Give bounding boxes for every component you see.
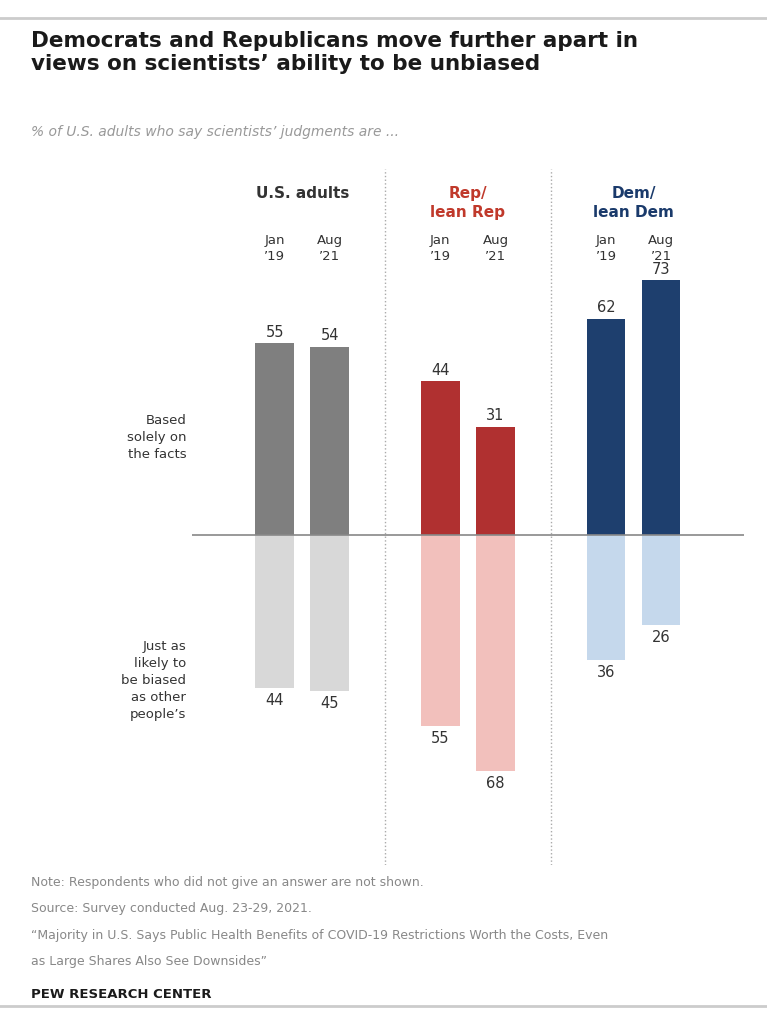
Bar xyxy=(311,535,349,691)
Text: Based
solely on
the facts: Based solely on the facts xyxy=(127,414,186,461)
Text: 55: 55 xyxy=(265,325,284,340)
Text: 55: 55 xyxy=(431,731,449,746)
Bar xyxy=(421,535,459,726)
Text: Rep/
lean Rep: Rep/ lean Rep xyxy=(430,186,505,220)
Bar xyxy=(642,535,680,625)
Text: 44: 44 xyxy=(265,693,284,708)
Text: Just as
likely to
be biased
as other
people’s: Just as likely to be biased as other peo… xyxy=(121,640,186,721)
Text: 36: 36 xyxy=(597,666,615,680)
Text: Source: Survey conducted Aug. 23-29, 2021.: Source: Survey conducted Aug. 23-29, 202… xyxy=(31,902,311,915)
Bar xyxy=(255,343,294,535)
Text: Aug
’21: Aug ’21 xyxy=(648,233,674,263)
Bar xyxy=(311,346,349,535)
Text: PEW RESEARCH CENTER: PEW RESEARCH CENTER xyxy=(31,988,211,1001)
Bar xyxy=(476,427,515,535)
Text: 31: 31 xyxy=(486,409,505,423)
Text: Jan
’19: Jan ’19 xyxy=(264,233,285,263)
Text: 26: 26 xyxy=(652,630,670,645)
Text: Jan
’19: Jan ’19 xyxy=(430,233,451,263)
Bar xyxy=(421,381,459,535)
Text: % of U.S. adults who say scientists’ judgments are ...: % of U.S. adults who say scientists’ jud… xyxy=(31,125,399,139)
Text: 54: 54 xyxy=(321,328,339,343)
Text: “Majority in U.S. Says Public Health Benefits of COVID-19 Restrictions Worth the: “Majority in U.S. Says Public Health Ben… xyxy=(31,929,607,942)
Text: Jan
’19: Jan ’19 xyxy=(595,233,617,263)
Text: 73: 73 xyxy=(652,262,670,276)
Bar xyxy=(587,318,625,535)
Text: Aug
’21: Aug ’21 xyxy=(482,233,509,263)
Text: Democrats and Republicans move further apart in
views on scientists’ ability to : Democrats and Republicans move further a… xyxy=(31,31,637,74)
Text: U.S. adults: U.S. adults xyxy=(255,186,349,202)
Text: 44: 44 xyxy=(431,362,449,378)
Text: 68: 68 xyxy=(486,776,505,792)
Bar xyxy=(587,535,625,659)
Text: as Large Shares Also See Downsides”: as Large Shares Also See Downsides” xyxy=(31,955,267,969)
Text: Note: Respondents who did not give an answer are not shown.: Note: Respondents who did not give an an… xyxy=(31,876,423,889)
Text: 62: 62 xyxy=(597,300,615,315)
Bar xyxy=(255,535,294,688)
Bar xyxy=(642,281,680,535)
Text: 45: 45 xyxy=(321,696,339,712)
Bar xyxy=(476,535,515,771)
Text: Dem/
lean Dem: Dem/ lean Dem xyxy=(593,186,674,220)
Text: Aug
’21: Aug ’21 xyxy=(317,233,343,263)
